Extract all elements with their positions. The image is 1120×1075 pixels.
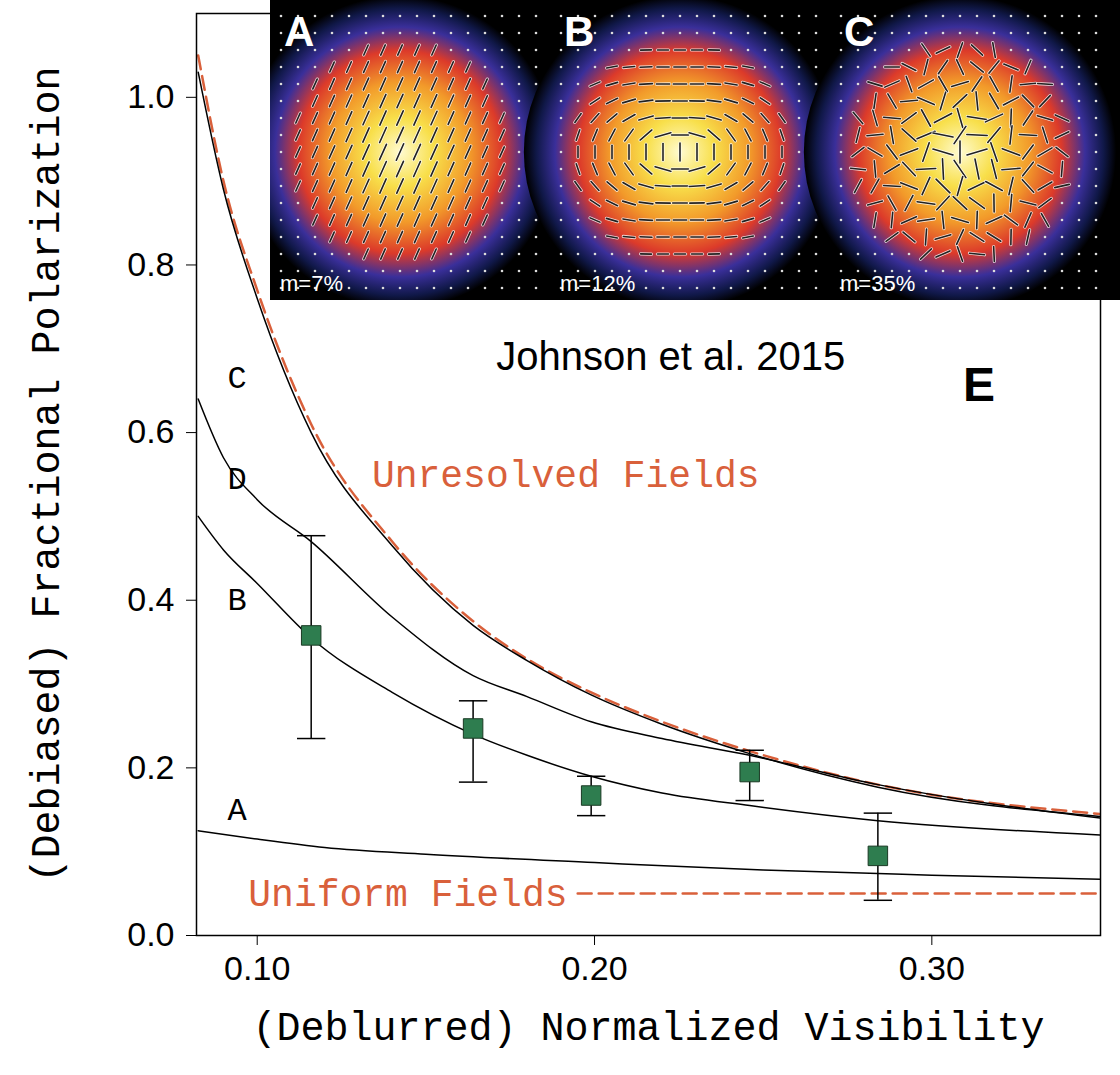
svg-text:0.2: 0.2 [127, 748, 174, 786]
svg-text:(Debiased) Fractional Polariza: (Debiased) Fractional Polarization [26, 66, 71, 882]
svg-text:0.8: 0.8 [127, 245, 174, 283]
svg-text:1.0: 1.0 [127, 77, 174, 115]
svg-text:0.10: 0.10 [224, 949, 290, 987]
svg-text:Unresolved Fields: Unresolved Fields [372, 455, 760, 498]
svg-text:B: B [564, 8, 594, 55]
svg-text:A: A [284, 8, 314, 55]
svg-text:(Deblurred) Normalized Visibil: (Deblurred) Normalized Visibility [252, 1007, 1044, 1052]
svg-text:m=7%: m=7% [280, 271, 343, 296]
svg-text:A: A [227, 793, 247, 830]
svg-text:Uniform Fields: Uniform Fields [248, 874, 567, 917]
svg-text:C: C [227, 361, 246, 398]
svg-text:0.6: 0.6 [127, 412, 174, 450]
svg-text:m=12%: m=12% [560, 271, 635, 296]
svg-text:0.0: 0.0 [127, 915, 174, 953]
svg-text:0.20: 0.20 [561, 949, 627, 987]
svg-text:0.30: 0.30 [899, 949, 965, 987]
svg-text:E: E [963, 358, 995, 411]
svg-text:D: D [227, 462, 246, 499]
svg-text:m=35%: m=35% [840, 271, 915, 296]
svg-text:C: C [844, 8, 874, 55]
svg-text:B: B [227, 583, 246, 620]
svg-text:0.4: 0.4 [127, 580, 174, 618]
svg-text:Johnson et al. 2015: Johnson et al. 2015 [496, 334, 845, 378]
